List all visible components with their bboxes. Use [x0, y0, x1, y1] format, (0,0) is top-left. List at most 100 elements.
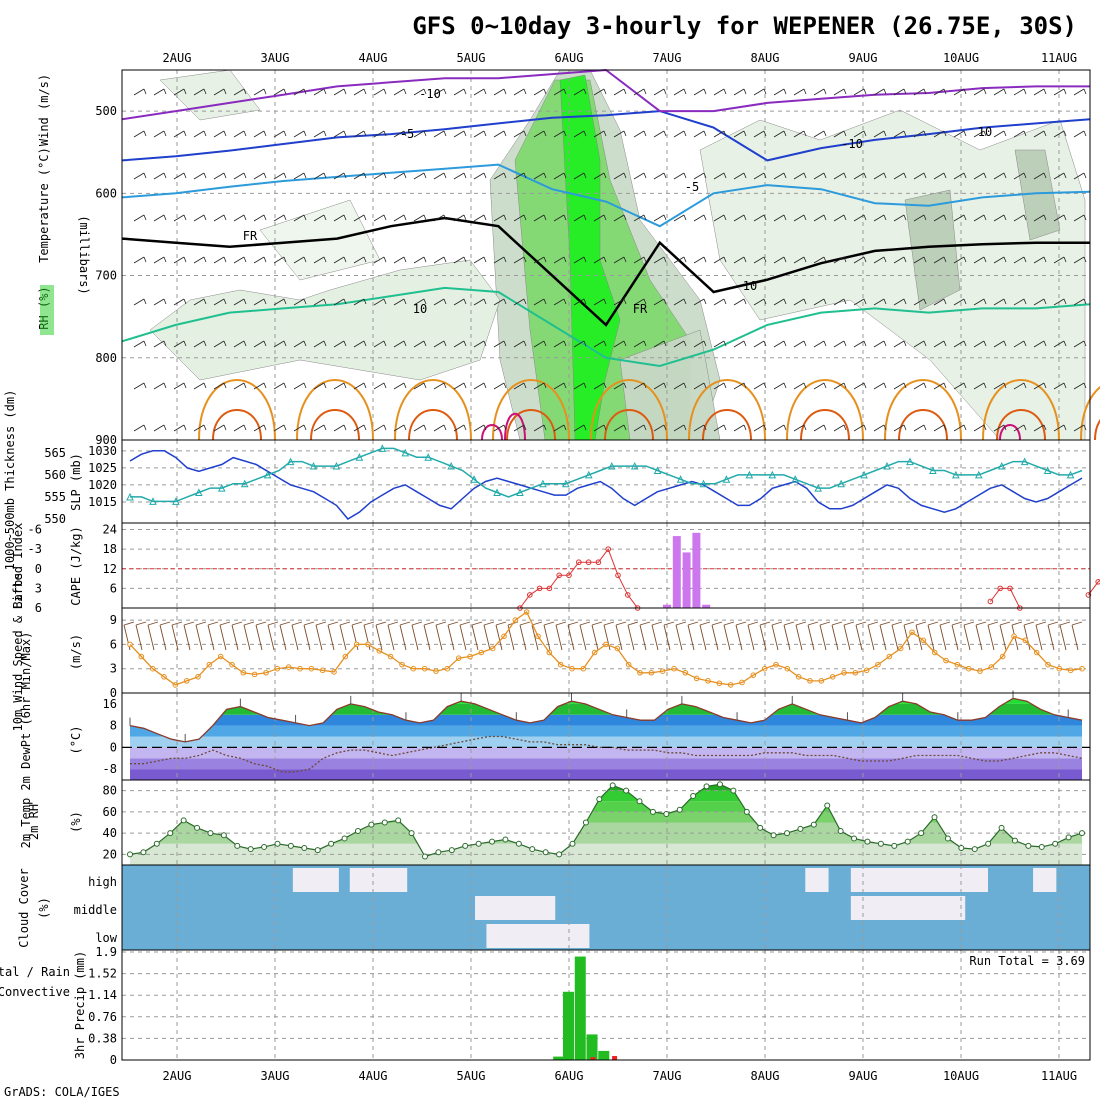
surface-wind-barb — [831, 624, 839, 651]
wind-barb — [193, 340, 205, 348]
wind-barb — [413, 298, 425, 306]
cloud-cell-middle — [862, 896, 875, 920]
wind-barb — [643, 424, 647, 431]
wind-barb — [323, 256, 327, 263]
wind-barb — [223, 214, 227, 221]
wind-barb — [1013, 130, 1025, 138]
surface-wind-barb — [651, 624, 659, 651]
wind-barb — [983, 214, 987, 221]
li-point — [625, 592, 631, 598]
wind-barb — [543, 382, 547, 389]
wind-barb — [763, 382, 767, 389]
wind-barb — [313, 214, 325, 222]
wind-barb — [653, 172, 665, 180]
wind-barb — [873, 130, 885, 138]
wind-barb — [363, 172, 367, 179]
wind-barb — [143, 256, 147, 263]
wind-barb — [833, 256, 845, 264]
rh-point — [998, 824, 1005, 831]
wind-barb — [203, 256, 207, 263]
wind-barb — [523, 172, 527, 179]
surface-wind-barb — [447, 621, 459, 626]
wind-barb — [323, 214, 327, 221]
wind-barb — [293, 256, 305, 264]
wind-barb — [453, 340, 465, 348]
wind-barb — [983, 88, 987, 95]
wind-barb — [663, 298, 667, 305]
wind-barb — [863, 298, 867, 305]
wind-barb — [643, 130, 647, 137]
wind-barb — [143, 130, 147, 137]
wind-barb — [133, 172, 145, 180]
wind-barb — [713, 214, 725, 222]
rh-legend-swatch — [40, 285, 54, 335]
cloud-cell-high — [850, 868, 863, 892]
temperature-label: Temperature (°C) — [37, 147, 51, 263]
rh-point — [971, 846, 978, 853]
wind-barb — [933, 424, 945, 432]
wind-barb — [593, 214, 605, 222]
wind-barb — [323, 298, 327, 305]
rh-point — [395, 817, 402, 824]
li-point — [1095, 579, 1100, 585]
wind-barb — [163, 298, 167, 305]
cloud-cell-low — [509, 924, 522, 948]
wind-barb — [823, 382, 827, 389]
wind-barb — [423, 130, 427, 137]
rh-point — [703, 783, 710, 790]
surface-wind-barb — [699, 621, 711, 626]
wind-barb — [133, 88, 145, 96]
wind-barb — [583, 88, 587, 95]
wind-barb — [933, 256, 945, 264]
wind-barb — [693, 256, 705, 264]
bottom-day-label: 5AUG — [457, 1069, 486, 1083]
wind-barb — [873, 340, 885, 348]
wind-barb — [1023, 130, 1027, 137]
wind-barb — [183, 256, 187, 263]
wind-barb — [573, 130, 585, 138]
surface-wind-barb — [903, 624, 911, 651]
wind-barb — [953, 424, 965, 432]
wind-barb — [343, 130, 347, 137]
surface-wind-barb — [423, 621, 435, 626]
cloud-cell-middle — [475, 896, 487, 920]
surface-wind-barb — [555, 621, 567, 626]
wind-barb — [663, 130, 667, 137]
wind-barb — [303, 340, 307, 347]
cloud-cell-high — [349, 868, 362, 892]
wind-barb — [573, 172, 585, 180]
wind-barb — [203, 424, 207, 431]
wind-barb — [933, 172, 945, 180]
wind-barb — [953, 340, 965, 348]
rh-point — [904, 838, 911, 845]
wind-barb — [883, 88, 887, 95]
wind-barb — [353, 130, 365, 138]
rh-point — [931, 814, 938, 821]
wind-barb — [643, 214, 647, 221]
wind-barb — [1083, 424, 1087, 431]
rh-point — [851, 835, 858, 842]
wind-barb — [283, 214, 287, 221]
wind-barb — [173, 382, 185, 390]
wind-barb — [403, 340, 407, 347]
wind-barb — [773, 340, 785, 348]
wind-barb — [693, 424, 705, 432]
wind-barb — [603, 424, 607, 431]
wind-barb — [913, 298, 925, 306]
wind-barb — [793, 172, 805, 180]
wind-barb — [193, 382, 205, 390]
surface-wind-barb — [135, 624, 143, 651]
wind-barb — [153, 298, 165, 306]
wind-barb — [703, 256, 707, 263]
wind-barb — [253, 130, 265, 138]
wind-barb — [633, 298, 645, 306]
wind-barb — [293, 88, 305, 96]
wind-barb — [363, 340, 367, 347]
wind-barb — [153, 340, 165, 348]
wind-barb — [1053, 214, 1065, 222]
wind-barb — [443, 382, 447, 389]
wind-barb — [1063, 88, 1067, 95]
wind-barb — [883, 424, 887, 431]
surface-wind-barb — [639, 624, 647, 651]
cloud-cell-high — [816, 868, 829, 892]
